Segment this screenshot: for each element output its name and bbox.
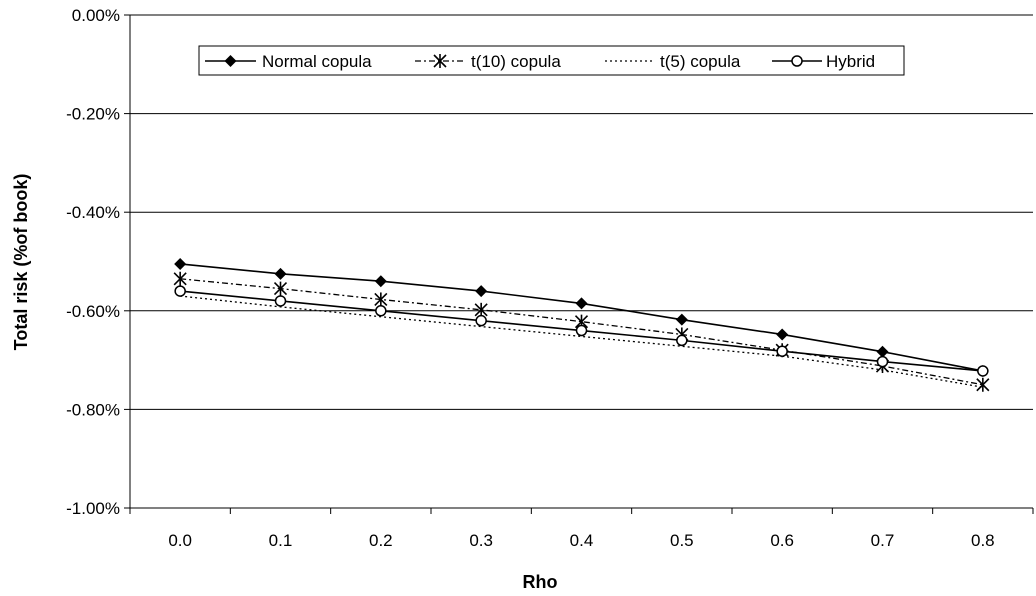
data-point — [977, 365, 989, 377]
y-tick-labels: 0.00% -0.20% -0.40% -0.60% -0.80% -1.00% — [66, 6, 120, 518]
y-tick-label: -0.40% — [66, 203, 120, 222]
series — [173, 257, 990, 392]
y-axis-title: Total risk (%of book) — [11, 174, 31, 351]
legend-label: t(5) copula — [660, 52, 741, 71]
y-tick-label: -1.00% — [66, 499, 120, 518]
data-point — [876, 345, 889, 358]
data-point — [475, 314, 487, 327]
data-point — [174, 285, 186, 297]
y-tick-label: -0.60% — [66, 302, 120, 321]
data-point — [575, 297, 588, 310]
legend-label: Hybrid — [826, 52, 875, 71]
data-point — [475, 285, 488, 298]
x-tick-label: 0.6 — [770, 531, 794, 550]
x-tick-label: 0.5 — [670, 531, 694, 550]
legend-item-2: t(5) copula — [605, 52, 741, 71]
series-line — [180, 295, 983, 388]
data-point — [375, 305, 387, 317]
data-point — [776, 345, 788, 357]
x-tick-label: 0.0 — [168, 531, 192, 550]
data-point — [876, 355, 889, 368]
x-axis-title: Rho — [523, 572, 558, 592]
x-tick-label: 0.7 — [871, 531, 895, 550]
legend: Normal copula t(10) copula t(5) copula Hybr… — [198, 45, 905, 76]
x-tick-label: 0.4 — [570, 531, 594, 550]
axes — [124, 14, 1034, 514]
data-point — [274, 295, 287, 307]
x-tick-label: 0.2 — [369, 531, 393, 550]
legend-marker — [224, 55, 237, 67]
y-tick-label: -0.20% — [66, 105, 120, 124]
y-tick-label: -0.80% — [66, 400, 120, 419]
x-tick-labels: 0.0 0.1 0.2 0.3 0.4 0.5 0.6 0.7 0.8 — [168, 531, 994, 550]
data-point — [173, 271, 187, 286]
legend-label: t(10) copula — [471, 52, 561, 71]
data-point — [274, 267, 287, 280]
series-line — [180, 278, 983, 386]
data-point — [976, 377, 990, 392]
data-point — [575, 324, 588, 337]
gridlines — [130, 14, 1033, 410]
data-point — [174, 257, 187, 270]
data-point — [374, 292, 388, 307]
legend-marker — [791, 55, 803, 67]
legend-item-0: Normal copula — [205, 52, 372, 71]
data-point — [776, 328, 789, 341]
legend-marker — [433, 54, 447, 68]
data-point — [474, 302, 488, 317]
series-2 — [180, 295, 983, 388]
y-tick-label: 0.00% — [72, 6, 120, 25]
legend-item-3: Hybrid — [772, 52, 875, 71]
data-point — [675, 313, 688, 326]
x-tick-label: 0.8 — [971, 531, 995, 550]
x-tick-label: 0.1 — [269, 531, 293, 550]
data-point — [273, 281, 288, 296]
data-point — [374, 275, 387, 288]
x-tick-label: 0.3 — [469, 531, 493, 550]
series-3 — [174, 285, 989, 377]
data-point — [676, 334, 688, 347]
legend-label: Normal copula — [262, 52, 372, 71]
legend-item-1: t(10) copula — [415, 52, 561, 71]
